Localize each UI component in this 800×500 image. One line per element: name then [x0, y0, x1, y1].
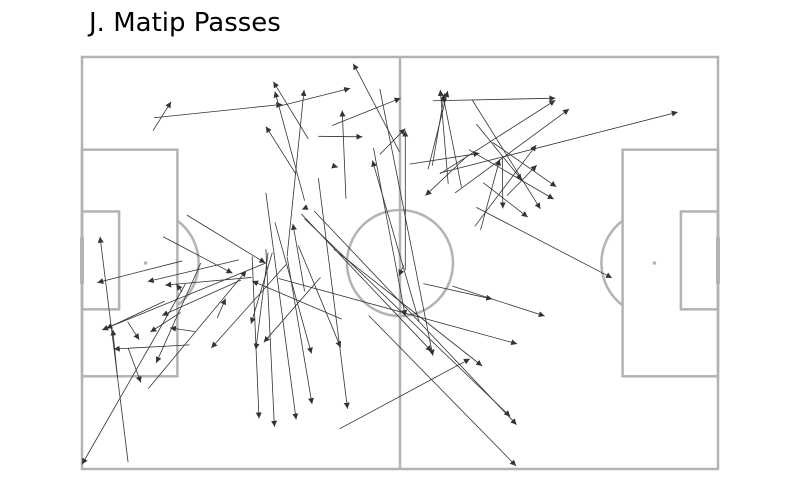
pass-arrow: [97, 260, 183, 284]
pass-arrow: [251, 256, 262, 419]
pass-arrow: [265, 126, 297, 175]
pass-arrow: [265, 249, 278, 427]
pass-arrow: [147, 270, 247, 389]
pass-arrow: [154, 102, 283, 119]
pass-arrow: [482, 182, 528, 218]
pass-arrow: [480, 159, 501, 231]
pass-arrow: [165, 277, 252, 288]
pass-arrow: [409, 151, 480, 165]
pass-arrow: [398, 264, 405, 277]
pass-arrow: [113, 344, 190, 352]
pass-arrow: [371, 160, 420, 322]
pass-arrow: [441, 95, 462, 188]
left-penalty-spot: [143, 261, 148, 265]
pass-arrow: [127, 321, 140, 340]
pass-arrow: [476, 207, 613, 279]
pass-arrow: [432, 95, 556, 102]
right-penalty-arc: [600, 219, 624, 307]
pass-arrow: [431, 93, 447, 166]
pass-arrow: [439, 99, 556, 175]
pass-arrow: [216, 298, 226, 319]
pass-arrow: [275, 86, 351, 108]
passes-layer: [81, 63, 678, 467]
pass-arrow: [333, 248, 483, 367]
pass-arrow: [471, 99, 541, 210]
left-penalty-area: [80, 148, 179, 378]
pass-arrow: [272, 81, 309, 140]
pass-arrow: [339, 358, 471, 430]
pass-arrow: [273, 91, 305, 201]
pass-arrow: [318, 133, 363, 140]
centre-circle: [345, 208, 455, 318]
pass-arrow: [368, 315, 517, 467]
pass-arrow: [379, 128, 406, 155]
pass-arrow: [162, 236, 233, 274]
pass-arrow: [176, 283, 183, 293]
pitch-markings: [80, 55, 720, 471]
pass-arrow: [97, 236, 129, 463]
pass-arrow: [454, 108, 570, 194]
pass-arrow: [301, 204, 309, 210]
right-penalty-spot: [652, 261, 657, 265]
pass-arrow: [265, 192, 299, 420]
left-six-yard-box: [80, 210, 121, 311]
pass-arrow: [297, 245, 342, 348]
pass-arrow: [425, 155, 468, 196]
pass-arrow: [291, 223, 305, 292]
pass-arrow: [286, 89, 307, 257]
pass-arrow: [147, 259, 239, 284]
pass-arrow: [127, 347, 142, 383]
pass-arrow: [81, 283, 186, 465]
pass-arrow: [331, 162, 339, 169]
right-six-yard-box: [679, 210, 720, 311]
pass-arrow: [423, 283, 493, 301]
pass-arrow: [186, 214, 266, 264]
pass-arrow: [468, 149, 554, 200]
pass-arrow: [339, 110, 347, 199]
pass-arrow: [304, 218, 511, 417]
pass-arrow: [274, 222, 313, 354]
pass-arrow: [211, 264, 287, 349]
pass-arrow: [492, 142, 557, 188]
pass-arrow: [169, 325, 195, 332]
left-penalty-arc: [176, 219, 200, 307]
pass-arrow: [476, 123, 523, 181]
pass-arrow: [499, 157, 506, 209]
pass-arrow: [150, 312, 181, 333]
pass-arrow: [379, 88, 435, 356]
pass-arrow: [427, 90, 450, 170]
pass-arrow: [253, 252, 269, 350]
pass-arrow: [474, 144, 537, 227]
pass-arrow: [506, 164, 538, 196]
pass-arrow: [278, 278, 518, 346]
chart-title: J. Matip Passes: [89, 8, 281, 38]
pass-arrow: [440, 110, 678, 174]
pass-arrow: [437, 89, 449, 185]
pass-arrow: [332, 97, 401, 126]
pass-arrow: [373, 148, 408, 317]
pass-arrow: [152, 101, 172, 131]
right-penalty-area: [621, 148, 720, 378]
pass-arrow: [101, 262, 268, 331]
pass-arrow: [452, 285, 545, 318]
pass-arrow: [313, 210, 517, 425]
pass-arrow: [161, 279, 242, 316]
pass-arrow: [263, 277, 321, 343]
